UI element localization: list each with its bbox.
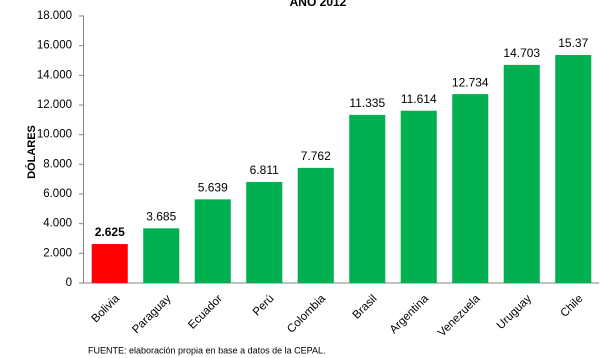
value-label: 6.811 (250, 163, 279, 177)
y-tick-label: 18.000 (37, 10, 72, 22)
bar (349, 114, 386, 283)
y-axis-label: DÓLARES (25, 125, 38, 179)
bar (194, 199, 231, 283)
x-tick-label: Chile (558, 293, 585, 320)
value-label: 5.639 (198, 181, 228, 195)
y-tick-label: 10.000 (37, 129, 72, 141)
value-label: 12.734 (452, 75, 489, 89)
y-tick-label: 6.000 (43, 188, 72, 200)
bar (555, 55, 592, 284)
x-tick-label: Colombia (285, 292, 328, 335)
value-label: 3.685 (146, 210, 176, 224)
value-label: 11.335 (349, 96, 385, 110)
bar (297, 167, 334, 283)
bar (503, 64, 540, 283)
y-tick-label: 8.000 (43, 158, 72, 170)
chart-title: AÑO 2012 (290, 0, 347, 9)
y-tick-label: 12.000 (37, 99, 72, 111)
footnote: FUENTE: elaboración propia en base a dat… (88, 345, 325, 355)
value-label: 14.703 (503, 46, 540, 60)
x-tick-label: Ecuador (186, 293, 225, 332)
value-label: 15.37 (558, 36, 588, 50)
bar (91, 244, 128, 283)
y-tick-label: 2.000 (43, 247, 72, 259)
y-tick-label: 0 (66, 277, 72, 289)
y-tick-label: 4.000 (43, 218, 72, 230)
value-label: 2.625 (95, 225, 125, 239)
x-tick-label: Paraguay (130, 293, 173, 336)
bar (246, 181, 283, 283)
x-tick-label: Perú (251, 293, 277, 319)
x-tick-label: Argentina (388, 292, 432, 336)
x-tick-label: Uruguay (495, 293, 534, 332)
bar (143, 228, 180, 283)
value-label: 11.614 (401, 92, 437, 106)
y-tick-label: 16.000 (37, 40, 72, 52)
bar (452, 94, 489, 283)
value-label: 7.762 (301, 149, 331, 163)
x-tick-label: Bolivia (90, 292, 123, 325)
y-tick-label: 14.000 (37, 69, 72, 81)
x-tick-label: Brasil (351, 293, 380, 322)
bar (400, 110, 437, 283)
x-tick-label: Venezuela (436, 292, 483, 339)
